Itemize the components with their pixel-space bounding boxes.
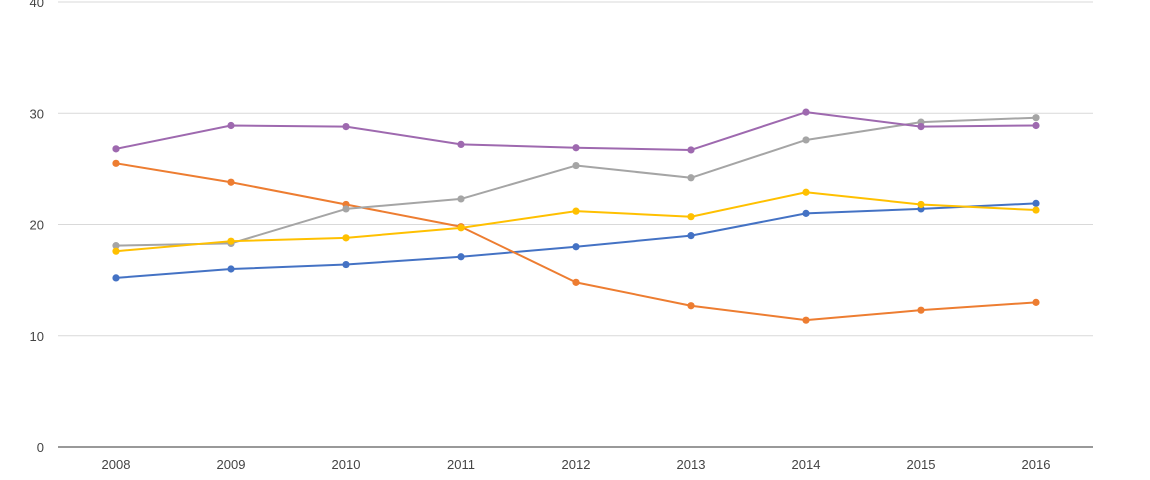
x-tick-label: 2011 [447,457,475,472]
data-point[interactable] [112,159,120,167]
data-point[interactable] [802,209,810,217]
data-point[interactable] [112,242,120,250]
data-point[interactable] [342,234,350,242]
data-point[interactable] [802,316,810,324]
data-point[interactable] [572,161,580,170]
data-point[interactable] [112,145,120,153]
data-point[interactable] [1032,298,1040,306]
x-tick-label: 2009 [217,457,246,472]
data-point[interactable] [802,136,810,144]
x-axis-tick-labels: 2008 2009 2010 2011 2012 2013 2014 2015 2016 [102,457,1051,472]
data-point[interactable] [342,260,350,269]
y-axis-tick-labels: 0 10 20 30 40 [30,0,44,455]
y-tick-label: 0 [37,440,44,455]
data-point[interactable] [687,232,695,240]
y-tick-label: 10 [30,329,44,344]
data-point[interactable] [457,195,465,203]
data-point[interactable] [457,253,465,261]
data-point[interactable] [917,123,925,131]
data-point[interactable] [1032,114,1040,122]
series-line [115,191,1037,253]
series-5 [112,108,1040,154]
data-point[interactable] [687,146,695,154]
data-point[interactable] [802,108,810,116]
data-point[interactable] [112,274,120,282]
data-point[interactable] [687,213,695,221]
data-point[interactable] [687,302,695,310]
x-tick-label: 2015 [907,457,936,472]
y-tick-label: 20 [30,218,44,233]
data-point[interactable] [917,200,925,209]
x-tick-label: 2010 [332,457,361,472]
data-point[interactable] [687,174,695,182]
data-point[interactable] [572,207,580,215]
data-point[interactable] [457,224,465,232]
data-point[interactable] [227,178,235,186]
data-point[interactable] [572,144,580,152]
series-3 [112,114,1040,250]
data-point[interactable] [342,205,350,213]
series-line [115,116,1037,247]
x-tick-label: 2008 [102,457,131,472]
data-point[interactable] [457,140,465,148]
series-layer [112,108,1040,324]
data-point[interactable] [802,188,810,196]
series-4 [112,188,1040,255]
y-tick-label: 30 [30,106,44,121]
data-point[interactable] [572,243,580,251]
x-tick-label: 2014 [792,457,821,472]
data-point[interactable] [1032,121,1040,130]
series-2 [112,159,1040,324]
x-tick-label: 2016 [1022,457,1051,472]
data-point[interactable] [227,237,235,245]
data-point[interactable] [1032,199,1040,207]
y-tick-label: 40 [30,0,44,10]
data-point[interactable] [1032,206,1040,214]
data-point[interactable] [227,265,235,273]
grid-layer [58,1,1093,337]
x-tick-label: 2012 [562,457,591,472]
data-point[interactable] [227,121,235,130]
data-point[interactable] [112,247,120,255]
x-tick-label: 2013 [677,457,706,472]
data-point[interactable] [572,278,580,286]
data-point[interactable] [342,123,350,131]
series-line [115,162,1037,322]
data-point[interactable] [917,306,925,314]
